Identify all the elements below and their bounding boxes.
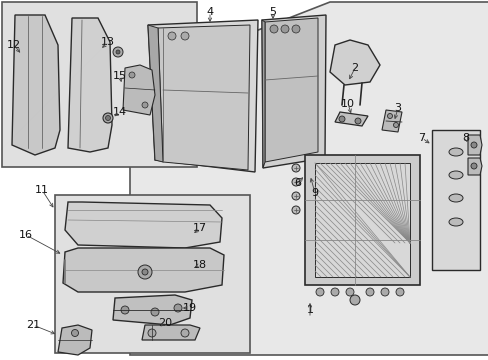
Polygon shape [65,202,222,248]
Bar [431,130,479,270]
Circle shape [113,47,123,57]
Circle shape [281,25,288,33]
Text: 15: 15 [113,71,127,81]
Circle shape [354,118,360,124]
Circle shape [168,32,176,40]
Circle shape [315,288,324,296]
Circle shape [291,192,299,200]
Polygon shape [262,20,264,168]
Polygon shape [58,325,92,355]
Text: 3: 3 [394,103,401,113]
Circle shape [380,288,388,296]
Circle shape [151,308,159,316]
Circle shape [291,164,299,172]
Circle shape [142,102,148,108]
Ellipse shape [448,171,462,179]
Circle shape [142,269,148,275]
Polygon shape [148,25,163,162]
Text: 12: 12 [7,40,21,50]
Circle shape [470,163,476,169]
Polygon shape [130,2,488,355]
Circle shape [338,116,345,122]
Polygon shape [68,18,112,152]
Text: 11: 11 [35,185,49,195]
Polygon shape [329,40,379,85]
Polygon shape [381,110,401,132]
Text: 6: 6 [294,178,301,188]
Text: 10: 10 [340,99,354,109]
Circle shape [291,178,299,186]
Circle shape [470,142,476,148]
Circle shape [181,32,189,40]
Polygon shape [123,65,155,115]
Circle shape [291,25,299,33]
Circle shape [395,288,403,296]
Text: 14: 14 [113,107,127,117]
Circle shape [148,329,156,337]
Circle shape [121,306,129,314]
Polygon shape [142,325,200,340]
Text: 2: 2 [351,63,358,73]
Circle shape [181,329,189,337]
Circle shape [291,206,299,214]
Circle shape [386,113,392,118]
Polygon shape [158,25,249,170]
Text: 1: 1 [306,305,313,315]
Polygon shape [314,163,409,277]
Bar [55,195,249,353]
Bar [2,2,197,167]
Text: 17: 17 [193,223,206,233]
Polygon shape [467,135,481,155]
Ellipse shape [448,218,462,226]
Text: 4: 4 [206,7,213,17]
Polygon shape [264,18,317,162]
Polygon shape [12,15,60,155]
Text: 16: 16 [19,230,33,240]
Polygon shape [334,112,367,126]
Circle shape [116,50,120,54]
Text: 21: 21 [26,320,40,330]
Ellipse shape [448,194,462,202]
Text: 8: 8 [462,133,468,143]
Circle shape [269,25,278,33]
Circle shape [330,288,338,296]
Polygon shape [113,295,192,325]
Circle shape [105,116,110,121]
Circle shape [138,265,152,279]
Circle shape [346,288,353,296]
Text: 7: 7 [418,133,425,143]
Circle shape [103,113,113,123]
Ellipse shape [448,148,462,156]
Circle shape [349,295,359,305]
Text: 9: 9 [311,188,318,198]
Circle shape [365,288,373,296]
Circle shape [393,122,398,127]
Circle shape [174,304,182,312]
Text: 19: 19 [183,303,197,313]
Text: 5: 5 [269,7,276,17]
Circle shape [129,72,135,78]
Polygon shape [305,155,419,285]
Circle shape [71,329,79,337]
Polygon shape [262,15,325,168]
Text: 20: 20 [158,318,172,328]
Polygon shape [63,248,224,292]
Text: 18: 18 [193,260,206,270]
Text: 13: 13 [101,37,115,47]
Polygon shape [467,158,481,175]
Polygon shape [148,20,258,172]
